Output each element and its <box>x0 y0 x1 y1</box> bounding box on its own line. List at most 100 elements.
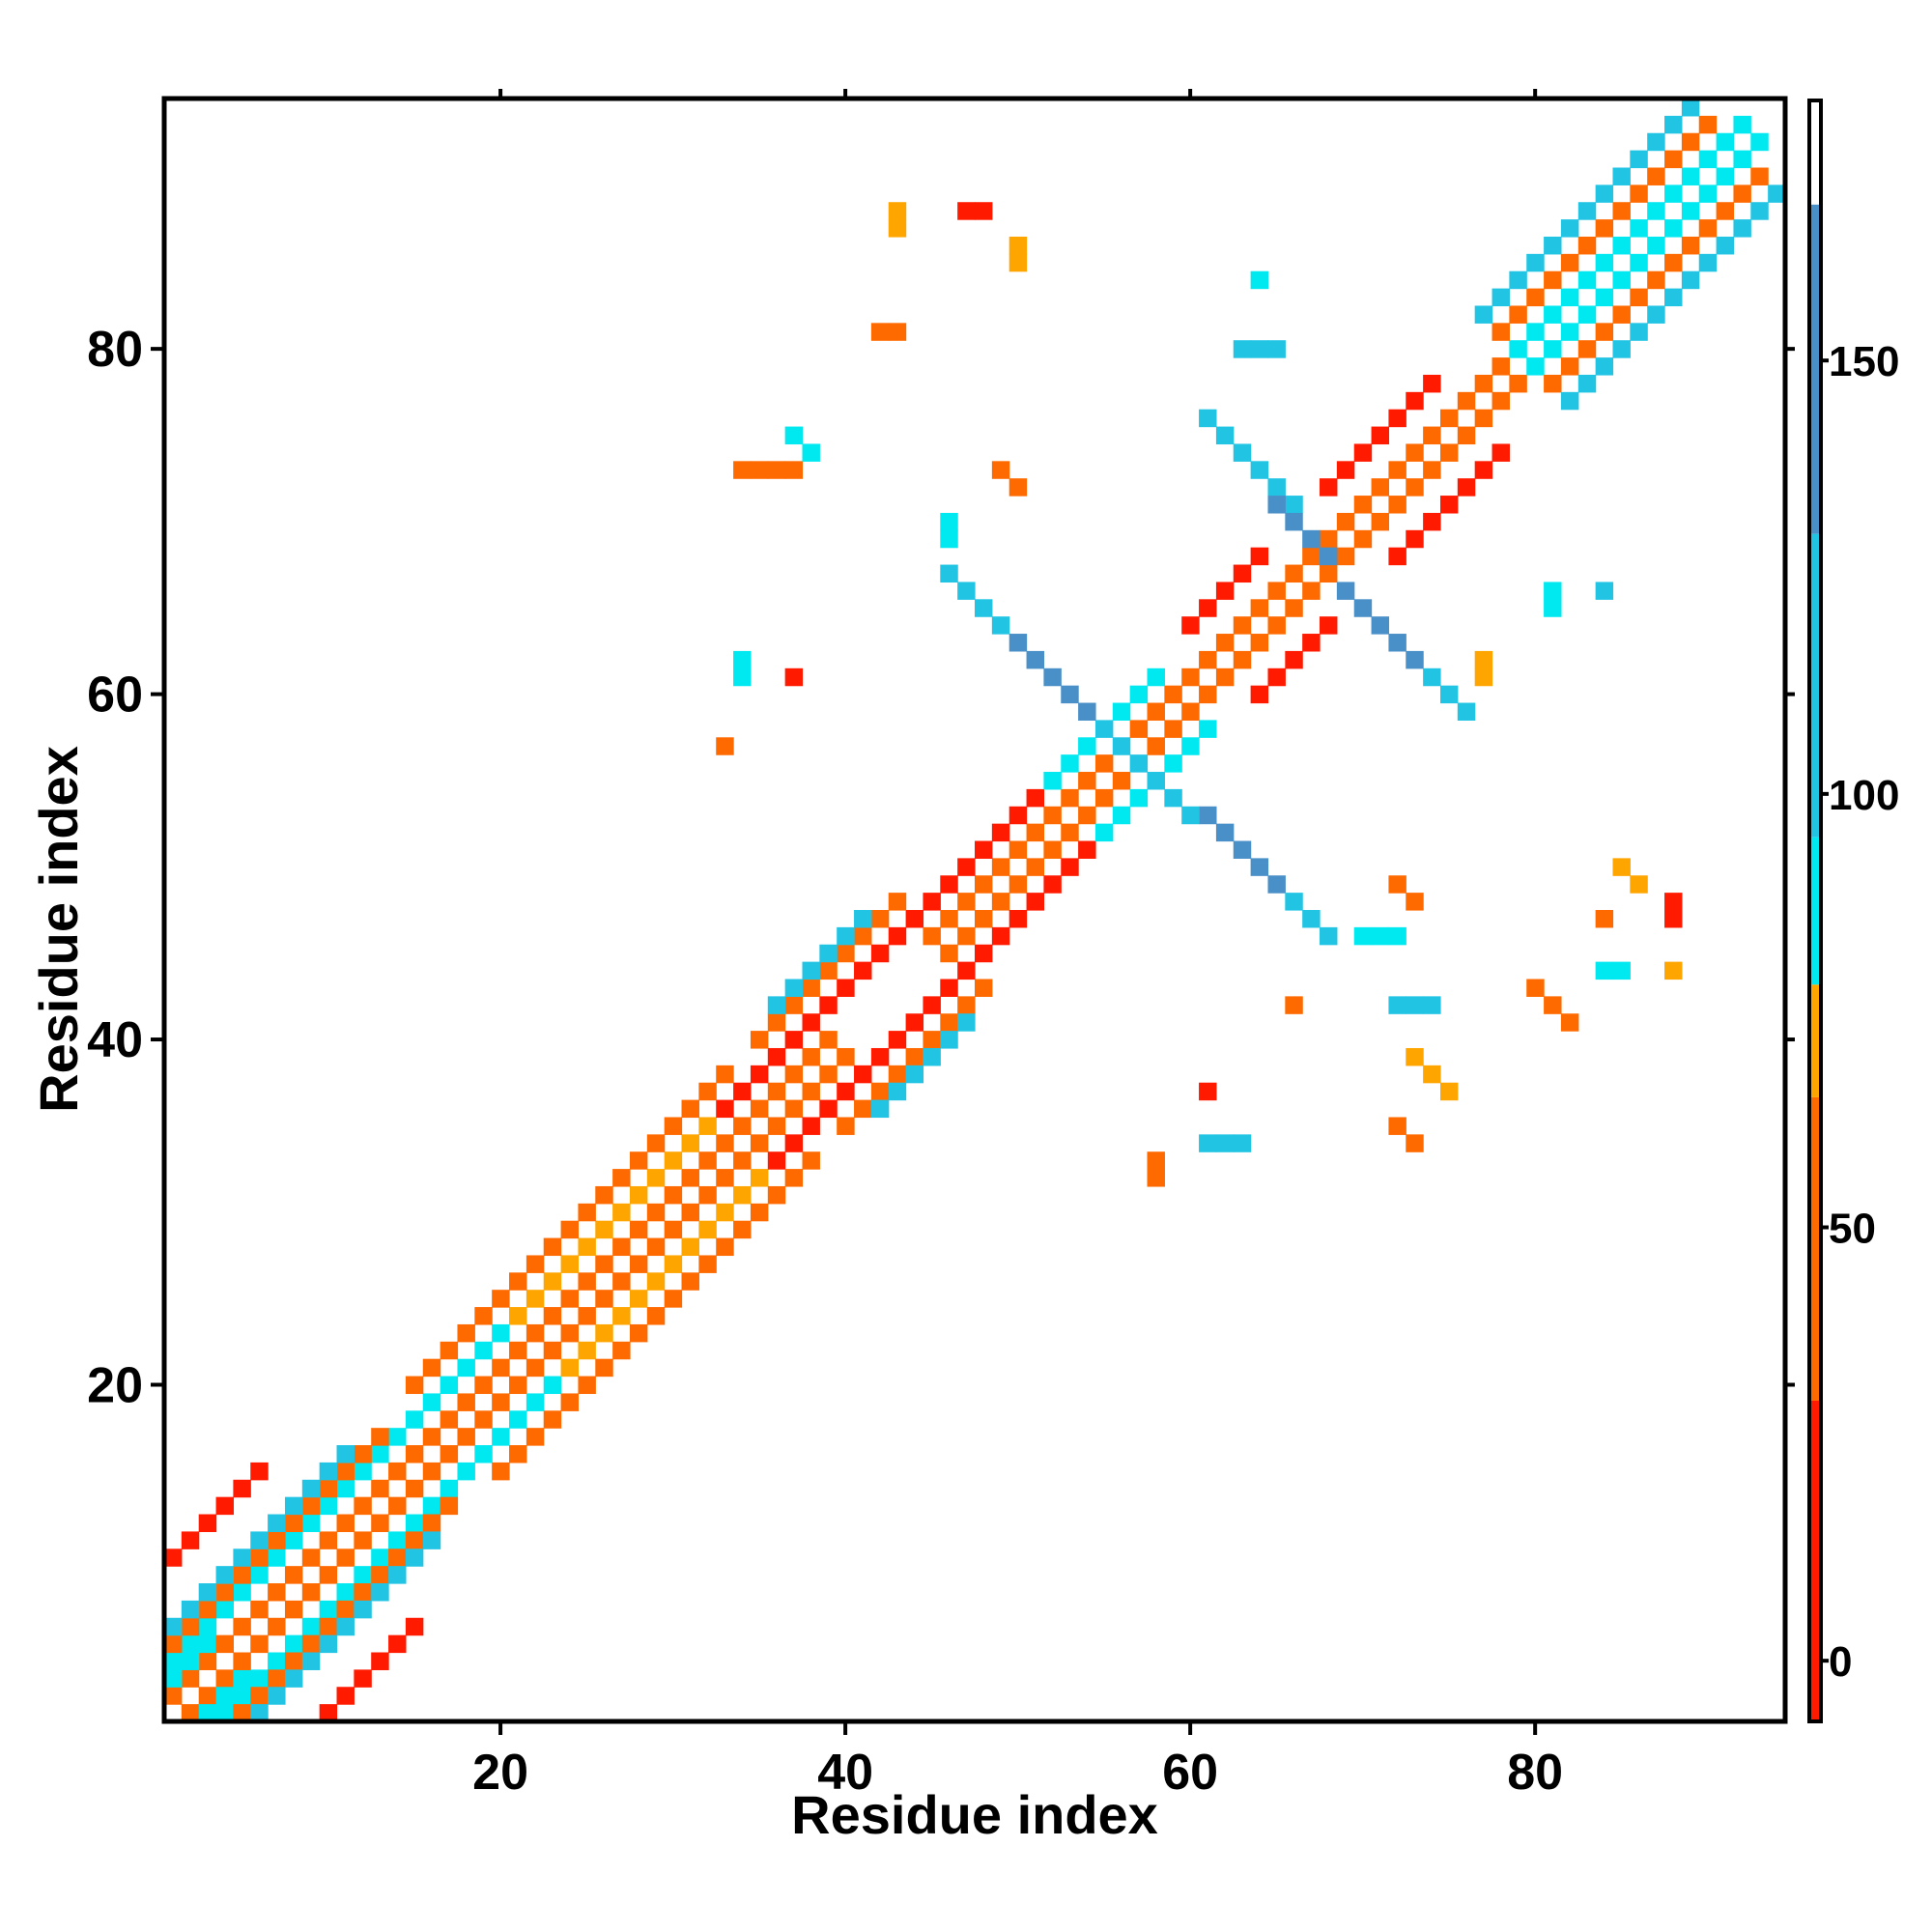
heatmap-cell <box>560 1358 580 1378</box>
heatmap-cell <box>905 1047 924 1066</box>
heatmap-cell <box>923 926 941 946</box>
heatmap-cell <box>215 1704 234 1722</box>
heatmap-cell <box>1199 1134 1217 1152</box>
heatmap-cell <box>1509 270 1527 290</box>
heatmap-cell <box>1423 374 1441 393</box>
heatmap-cell <box>301 1496 321 1516</box>
heatmap-cell <box>1043 668 1062 687</box>
heatmap-cell <box>646 1203 666 1222</box>
heatmap-cell <box>440 1496 459 1516</box>
heatmap-cell <box>664 1290 683 1308</box>
heatmap-cell <box>923 1047 941 1066</box>
heatmap-cell <box>991 926 1010 946</box>
heatmap-cell <box>664 1185 683 1205</box>
heatmap-cell <box>1544 236 1562 255</box>
heatmap-cell <box>268 1531 286 1549</box>
heatmap-cell <box>1061 858 1079 876</box>
heatmap-cell <box>578 1237 596 1257</box>
heatmap-cell <box>1164 685 1182 704</box>
heatmap-cell <box>1336 582 1355 600</box>
heatmap-cell <box>733 668 752 687</box>
heatmap-cell <box>1664 219 1683 238</box>
heatmap-cell <box>388 1566 407 1584</box>
heatmap-cell <box>371 1428 389 1446</box>
heatmap-cell <box>837 1082 855 1101</box>
heatmap-cell <box>595 1290 613 1308</box>
heatmap-cell <box>1147 1151 1165 1170</box>
heatmap-cell <box>1474 461 1493 479</box>
heatmap-cell <box>612 1169 631 1187</box>
heatmap-cell <box>1078 702 1096 721</box>
heatmap-cell <box>422 1462 441 1481</box>
heatmap-cell <box>233 1479 251 1498</box>
heatmap-cell <box>1009 840 1028 859</box>
heatmap-cell <box>940 1013 958 1032</box>
heatmap-cell <box>1285 496 1303 514</box>
heatmap-cell <box>1026 650 1044 669</box>
heatmap-cell <box>371 1479 389 1498</box>
heatmap-cell <box>957 926 976 946</box>
heatmap-cell <box>1061 685 1079 704</box>
heatmap-cell <box>716 1065 734 1084</box>
heatmap-cell <box>492 1393 510 1411</box>
heatmap-cell <box>215 1496 234 1516</box>
heatmap-cell <box>854 910 872 928</box>
heatmap-cell <box>1630 185 1648 203</box>
heatmap-cell <box>1078 737 1096 755</box>
heatmap-cell <box>215 1600 234 1619</box>
heatmap-cell <box>1302 582 1321 600</box>
heatmap-cell <box>1492 323 1510 341</box>
heatmap-cell <box>1560 357 1579 376</box>
heatmap-cell <box>1302 547 1321 566</box>
heatmap-cell <box>181 1652 200 1670</box>
heatmap-cell <box>250 1600 269 1619</box>
heatmap-cell <box>388 1428 407 1446</box>
heatmap-cell <box>319 1704 338 1722</box>
heatmap-cell <box>612 1237 631 1257</box>
heatmap-cell <box>1457 478 1476 497</box>
heatmap-cell <box>784 1169 804 1187</box>
heatmap-cell <box>767 1185 786 1205</box>
heatmap-cell <box>1595 323 1614 341</box>
heatmap-cell <box>646 1169 666 1187</box>
heatmap-cell <box>784 1065 804 1084</box>
heatmap-cell <box>784 1099 804 1119</box>
heatmap-cell <box>698 1082 717 1101</box>
heatmap-cell <box>1388 409 1406 428</box>
heatmap-cell <box>301 1617 321 1636</box>
heatmap-cell <box>940 564 958 583</box>
heatmap-cell <box>802 961 820 980</box>
heatmap-cell <box>1336 461 1355 479</box>
heatmap-cell <box>1612 236 1631 255</box>
heatmap-cell <box>1078 840 1096 859</box>
heatmap-cell <box>1388 1117 1406 1135</box>
colorbar-band <box>1809 837 1821 985</box>
heatmap-cell <box>354 1566 372 1584</box>
heatmap-cell <box>1199 806 1217 825</box>
heatmap-cell <box>698 1220 717 1239</box>
heatmap-cell <box>1061 754 1079 773</box>
heatmap-cell <box>1457 702 1476 721</box>
heatmap-cell <box>371 1566 389 1584</box>
heatmap-cell <box>1492 288 1510 307</box>
heatmap-cell <box>509 1341 527 1360</box>
heatmap-cell <box>1526 253 1545 272</box>
plot-frame <box>161 96 1788 1724</box>
heatmap-cell <box>319 1462 338 1481</box>
heatmap-cell <box>750 1031 769 1049</box>
heatmap-cell <box>854 1099 872 1119</box>
heatmap-cell <box>1423 512 1441 531</box>
heatmap-cell <box>1147 737 1165 755</box>
heatmap-cell <box>975 202 993 220</box>
heatmap-cell <box>1250 634 1269 652</box>
heatmap-cell <box>1509 340 1527 358</box>
heatmap-cell <box>198 1634 217 1654</box>
heatmap-cell <box>888 926 907 946</box>
colorbar-band <box>1809 1400 1821 1721</box>
heatmap-cell <box>1164 788 1182 808</box>
heatmap-cell <box>1733 185 1751 203</box>
heatmap-cell <box>164 1548 183 1567</box>
heatmap-cell <box>181 1531 200 1549</box>
heatmap-cell <box>474 1445 493 1463</box>
heatmap-cell <box>422 1428 441 1446</box>
